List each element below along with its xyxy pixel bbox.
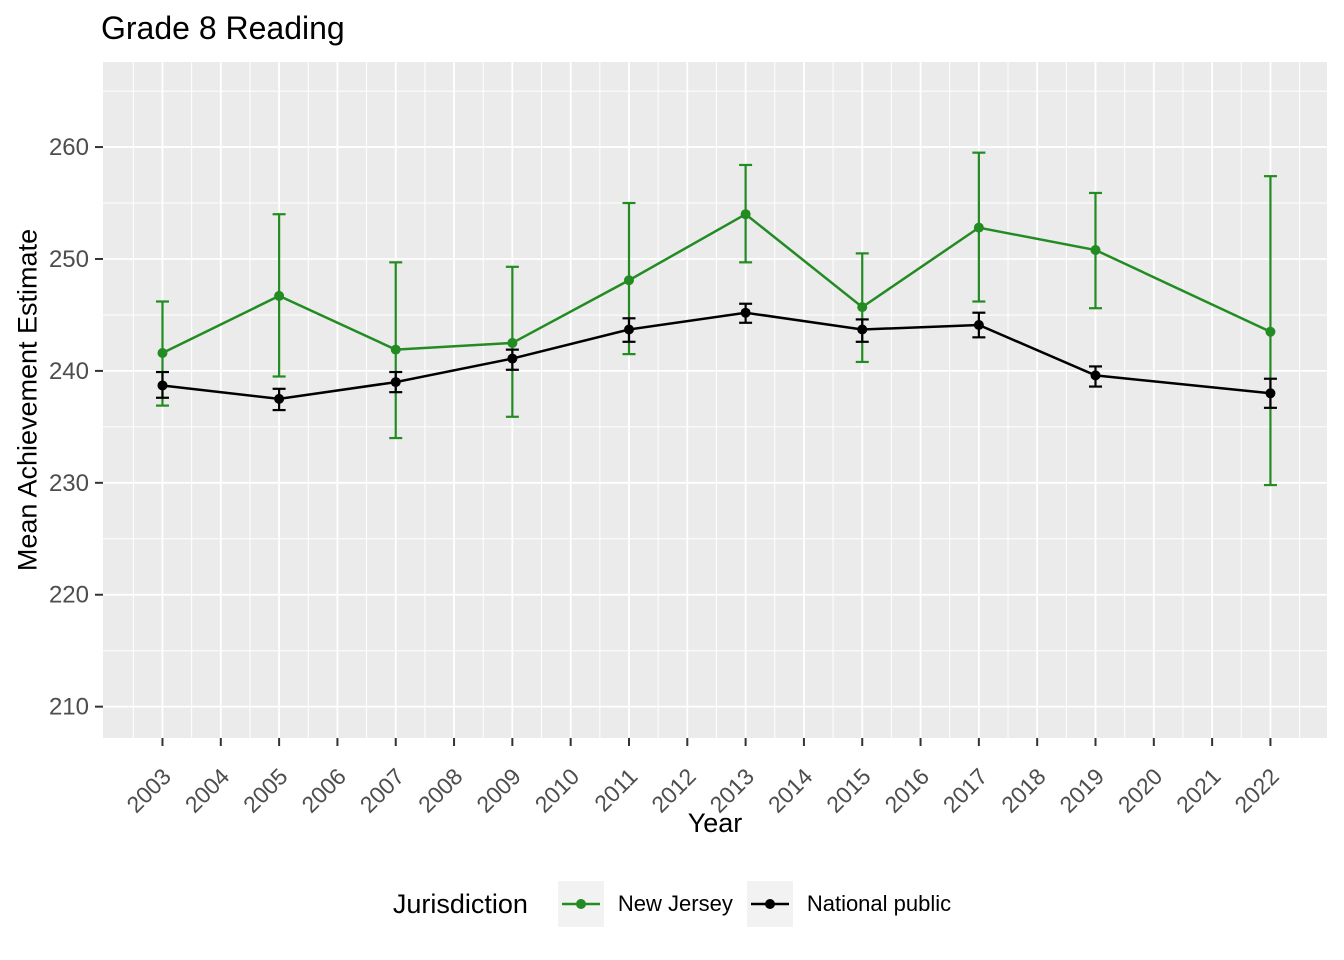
x-tick-label: 2009: [471, 763, 526, 818]
data-point-new-jersey: [1090, 245, 1101, 256]
x-tick-label: 2017: [938, 763, 993, 818]
legend-item-national-public: National public: [746, 881, 952, 927]
data-point-new-jersey: [740, 209, 751, 220]
series-national-public: [155, 302, 1277, 412]
x-tick-label: 2010: [530, 763, 585, 818]
data-point-new-jersey: [274, 290, 285, 301]
x-tick-label: 2006: [296, 763, 351, 818]
x-tick-label: 2019: [1054, 763, 1109, 818]
x-tick-label: 2020: [1113, 763, 1168, 818]
data-point-national-public: [274, 393, 285, 404]
legend-item-new-jersey: New Jersey: [557, 881, 733, 927]
series-line: [162, 311, 1271, 401]
data-point-new-jersey: [390, 344, 401, 355]
y-tick-label: 220: [49, 582, 89, 609]
legend-label-new-jersey: New Jersey: [617, 891, 733, 916]
data-point-national-public: [1265, 388, 1276, 399]
y-tick-label: 240: [49, 358, 89, 385]
data-point-national-public: [507, 353, 518, 364]
y-tick-label: 260: [49, 134, 89, 161]
data-point-national-public: [740, 307, 751, 318]
x-tick-label: 2003: [121, 763, 176, 818]
data-point-new-jersey: [1265, 326, 1276, 337]
data-point-national-public: [390, 377, 401, 388]
legend-key-point: [764, 899, 775, 909]
x-tick-label: 2005: [238, 763, 293, 818]
legend: Jurisdiction New Jersey National public: [0, 881, 1344, 927]
data-point-new-jersey: [973, 222, 984, 233]
x-tick-label: 2021: [1171, 763, 1226, 818]
x-tick-label: 2014: [763, 763, 818, 818]
data-point-new-jersey: [507, 337, 518, 348]
data-point-national-public: [1090, 370, 1101, 381]
x-tick-label: 2008: [413, 763, 468, 818]
y-axis-title: Mean Achievement Estimate: [12, 228, 43, 572]
legend-items: New Jersey National public: [544, 881, 951, 927]
x-tick-label: 2022: [1229, 763, 1284, 818]
chart-title: Grade 8 Reading: [101, 10, 345, 46]
y-tick-label: 250: [49, 246, 89, 273]
x-tick-label: 2015: [821, 763, 876, 818]
data-point-new-jersey: [623, 275, 634, 286]
data-point-national-public: [857, 324, 868, 335]
legend-label-national-public: National public: [806, 891, 952, 916]
plot-panel: [103, 62, 1327, 738]
y-tick-label: 230: [49, 470, 89, 497]
x-tick-label: 2018: [996, 763, 1051, 818]
legend-key-point: [575, 899, 586, 909]
data-point-national-public: [973, 320, 984, 331]
y-tick-label: 210: [49, 694, 89, 721]
legend-key-new-jersey: [557, 881, 604, 927]
legend-key-national-public: [746, 881, 793, 927]
x-tick-label: 2016: [880, 763, 935, 818]
data-point-national-public: [623, 324, 634, 335]
x-tick-label: 2004: [180, 763, 235, 818]
series-line: [161, 212, 1271, 355]
legend-title: Jurisdiction: [392, 888, 528, 919]
x-tick-label: 2007: [355, 763, 410, 818]
series-new-jersey: [155, 151, 1277, 487]
data-point-new-jersey: [157, 347, 168, 358]
x-axis-title: Year: [687, 808, 743, 838]
data-point-national-public: [157, 380, 168, 391]
x-tick-label: 2011: [589, 763, 642, 816]
data-point-new-jersey: [857, 302, 868, 313]
